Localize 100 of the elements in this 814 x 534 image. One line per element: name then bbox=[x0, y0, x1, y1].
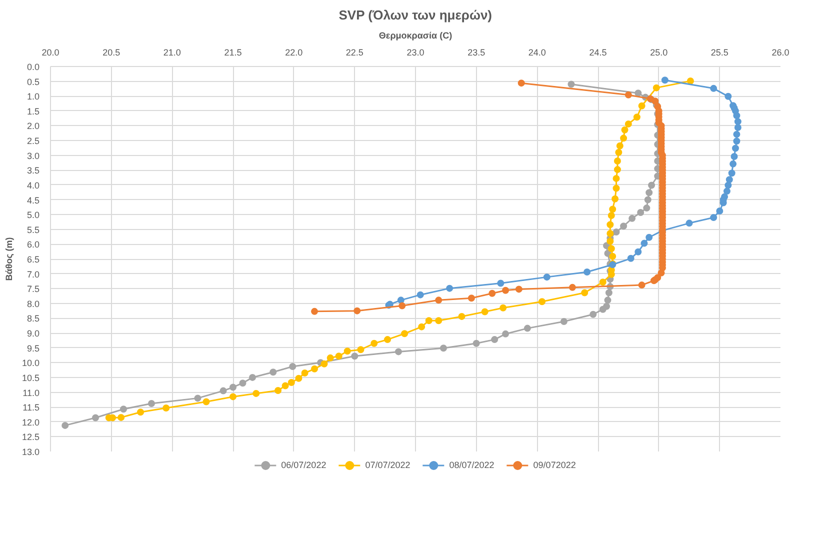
point bbox=[634, 248, 642, 256]
point bbox=[584, 268, 591, 276]
y-tick-label: 11.0 bbox=[22, 388, 40, 398]
point bbox=[732, 144, 739, 152]
point bbox=[118, 414, 125, 421]
point bbox=[614, 157, 621, 164]
point bbox=[344, 348, 351, 355]
x-axis-title: Θερμοκρασία (C) bbox=[378, 30, 452, 40]
point bbox=[640, 240, 648, 247]
y-tick-label: 6.0 bbox=[26, 240, 40, 250]
point bbox=[543, 274, 550, 281]
point bbox=[726, 176, 733, 184]
y-tick-label: 3.0 bbox=[26, 150, 40, 161]
point bbox=[605, 289, 612, 296]
point bbox=[418, 323, 426, 330]
point bbox=[643, 204, 650, 212]
point bbox=[335, 352, 342, 360]
point bbox=[502, 330, 510, 338]
point bbox=[624, 120, 632, 128]
x-tick-label: 26.0 bbox=[772, 48, 790, 58]
point bbox=[239, 380, 246, 387]
y-tick-label: 6.5 bbox=[26, 254, 40, 264]
point bbox=[289, 363, 296, 370]
point bbox=[606, 221, 614, 228]
x-tick-label: 22.5 bbox=[346, 48, 364, 58]
point bbox=[230, 384, 236, 391]
point bbox=[288, 379, 295, 386]
legend-label: 08/07/2022 bbox=[449, 460, 494, 470]
x-tick-label: 23.5 bbox=[468, 48, 486, 58]
y-tick-label: 5.5 bbox=[26, 224, 40, 235]
point bbox=[652, 84, 660, 92]
y-tick-label: 0.5 bbox=[26, 76, 40, 87]
x-tick-label: 25.5 bbox=[710, 48, 728, 58]
point bbox=[435, 317, 442, 324]
point bbox=[730, 160, 737, 168]
point bbox=[401, 330, 408, 338]
legend-label: 09/072022 bbox=[533, 460, 576, 470]
y-tick-label: 7.0 bbox=[26, 269, 40, 280]
point bbox=[728, 170, 736, 177]
legend-label: 07/07/2022 bbox=[365, 460, 410, 470]
point bbox=[608, 212, 615, 219]
point bbox=[637, 209, 644, 216]
point bbox=[599, 306, 606, 313]
point bbox=[62, 422, 69, 429]
point bbox=[644, 196, 652, 204]
y-tick-label: 8.5 bbox=[26, 314, 40, 324]
point bbox=[202, 398, 210, 406]
point bbox=[710, 214, 718, 222]
y-tick-label: 4.0 bbox=[26, 180, 40, 190]
point bbox=[612, 184, 620, 192]
x-tick-label: 25.0 bbox=[650, 48, 668, 58]
point bbox=[472, 340, 480, 347]
x-tick-label: 24.0 bbox=[528, 48, 546, 58]
point bbox=[92, 414, 100, 422]
point bbox=[612, 174, 620, 182]
point bbox=[734, 124, 742, 131]
point bbox=[724, 182, 732, 189]
x-tick-label: 21.0 bbox=[163, 48, 181, 58]
point bbox=[614, 166, 621, 174]
point bbox=[734, 118, 742, 126]
point bbox=[295, 374, 302, 382]
point bbox=[616, 142, 624, 150]
point bbox=[710, 84, 718, 92]
x-tick-label: 22.0 bbox=[285, 48, 303, 58]
point bbox=[733, 138, 740, 145]
y-tick-label: 13.0 bbox=[22, 447, 40, 457]
y-tick-label: 10.5 bbox=[22, 372, 40, 383]
y-tick-label: 2.0 bbox=[26, 121, 40, 132]
point bbox=[661, 76, 668, 84]
y-tick-label: 7.5 bbox=[26, 284, 40, 294]
point bbox=[425, 317, 432, 324]
y-tick-label: 9.5 bbox=[26, 343, 40, 354]
y-axis-title: Βάθος (m) bbox=[4, 237, 14, 281]
point bbox=[301, 370, 308, 377]
x-tick-label: 24.5 bbox=[589, 48, 607, 58]
point bbox=[274, 387, 282, 394]
point bbox=[620, 222, 628, 230]
y-tick-label: 2.5 bbox=[26, 136, 40, 146]
point bbox=[628, 214, 636, 222]
point bbox=[608, 245, 615, 252]
point bbox=[270, 368, 277, 376]
y-tick-label: 9.0 bbox=[26, 328, 40, 339]
point bbox=[384, 336, 392, 344]
point bbox=[538, 298, 546, 306]
point bbox=[724, 92, 732, 100]
point bbox=[633, 114, 640, 121]
point bbox=[733, 112, 740, 120]
point bbox=[326, 354, 334, 362]
y-tick-label: 8.0 bbox=[26, 298, 40, 309]
point bbox=[615, 148, 622, 156]
point bbox=[686, 220, 693, 227]
point bbox=[646, 234, 653, 241]
y-tick-label: 3.5 bbox=[26, 166, 40, 176]
x-tick-label: 20.0 bbox=[42, 48, 60, 58]
point bbox=[137, 408, 144, 416]
point bbox=[730, 153, 738, 160]
point bbox=[609, 206, 616, 213]
point bbox=[612, 228, 620, 236]
point bbox=[723, 188, 730, 195]
point bbox=[524, 324, 531, 332]
